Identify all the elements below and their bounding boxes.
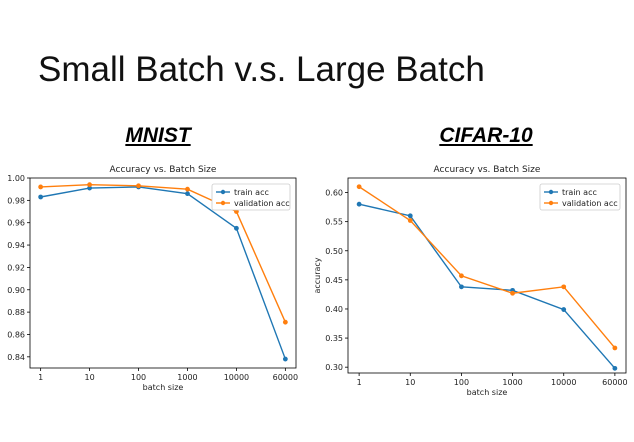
y-tick-label: 0.30 — [325, 363, 343, 372]
data-point — [136, 183, 141, 189]
data-point — [282, 319, 288, 325]
x-tick-label: 10000 — [551, 378, 576, 387]
data-point — [87, 182, 92, 188]
data-point — [38, 184, 44, 190]
x-tick-label: 10 — [405, 378, 415, 387]
chart-title: Accuracy vs. Batch Size — [110, 165, 217, 175]
mnist-accuracy-chart: Accuracy vs. Batch Size 1 10 100 1000 10000 60… — [7, 165, 298, 392]
legend-label: validation acc — [562, 199, 618, 208]
x-tick-label: 1 — [357, 378, 362, 387]
cifar10-accuracy-chart: Accuracy vs. Batch Size 1 10 100 1000 10000 60… — [313, 165, 628, 397]
x-axis-label: batch size — [143, 383, 184, 392]
legend-marker — [220, 189, 226, 195]
data-point — [612, 365, 618, 371]
y-tick-label: 0.84 — [7, 353, 25, 362]
data-point — [407, 213, 413, 219]
x-tick-label: 1000 — [177, 373, 197, 382]
data-point — [561, 307, 567, 312]
legend-label: train acc — [562, 188, 597, 197]
data-point — [612, 345, 618, 351]
legend-marker — [548, 200, 554, 206]
y-tick-label: 0.88 — [7, 308, 25, 317]
data-point — [185, 186, 190, 192]
x-tick-label: 10000 — [224, 373, 249, 382]
x-tick-label: 100 — [454, 378, 469, 387]
series-line-0 — [40, 186, 287, 360]
y-tick-label: 0.50 — [325, 247, 343, 256]
y-tick-label: 0.55 — [325, 218, 343, 227]
y-tick-label: 0.40 — [325, 305, 343, 314]
x-tick-label: 1000 — [502, 378, 522, 387]
data-point — [459, 284, 464, 290]
plot-frame — [29, 177, 297, 369]
x-tick-label: 10 — [84, 373, 94, 382]
data-point — [356, 184, 362, 190]
data-point — [459, 273, 464, 279]
panel-heading-cifar: CIFAR-10 — [439, 124, 533, 147]
panel-heading-mnist: MNIST — [125, 124, 191, 147]
series-line-1 — [40, 184, 287, 323]
data-point — [87, 185, 92, 191]
x-tick-label: 60000 — [273, 373, 298, 382]
data-point — [185, 191, 190, 197]
slide-title: Small Batch v.s. Large Batch — [38, 50, 485, 89]
data-point — [234, 225, 239, 231]
y-tick-label: 0.92 — [7, 263, 25, 272]
data-point — [561, 284, 567, 290]
plot-frame — [347, 177, 627, 374]
chart-title: Accuracy vs. Batch Size — [434, 165, 541, 175]
data-point — [407, 218, 413, 223]
y-tick-label: 0.86 — [7, 330, 25, 339]
legend-label: train acc — [234, 188, 269, 197]
legend-box — [539, 183, 621, 211]
y-tick-label: 0.94 — [7, 241, 25, 250]
y-tick-label: 0.98 — [7, 196, 25, 205]
data-point — [282, 356, 288, 362]
x-axis-label: batch size — [467, 388, 508, 397]
x-tick-label: 1 — [38, 373, 43, 382]
legend-label: validation acc — [234, 199, 290, 208]
y-tick-label: 0.96 — [7, 219, 25, 228]
y-tick-label: 1.00 — [7, 174, 25, 183]
data-point — [510, 290, 515, 296]
legend-marker — [548, 189, 554, 195]
y-tick-label: 0.35 — [325, 334, 343, 343]
y-axis-label: accuracy — [313, 257, 322, 293]
x-tick-label: 100 — [131, 373, 146, 382]
y-tick-label: 0.60 — [325, 189, 343, 198]
legend-box — [211, 183, 291, 211]
data-point — [356, 201, 362, 207]
x-tick-label: 60000 — [602, 378, 627, 387]
data-point — [38, 194, 44, 200]
y-tick-label: 0.90 — [7, 286, 25, 295]
series-line-1 — [358, 186, 616, 349]
legend-marker — [220, 200, 226, 206]
series-line-0 — [358, 203, 616, 369]
y-tick-label: 0.45 — [325, 276, 343, 285]
